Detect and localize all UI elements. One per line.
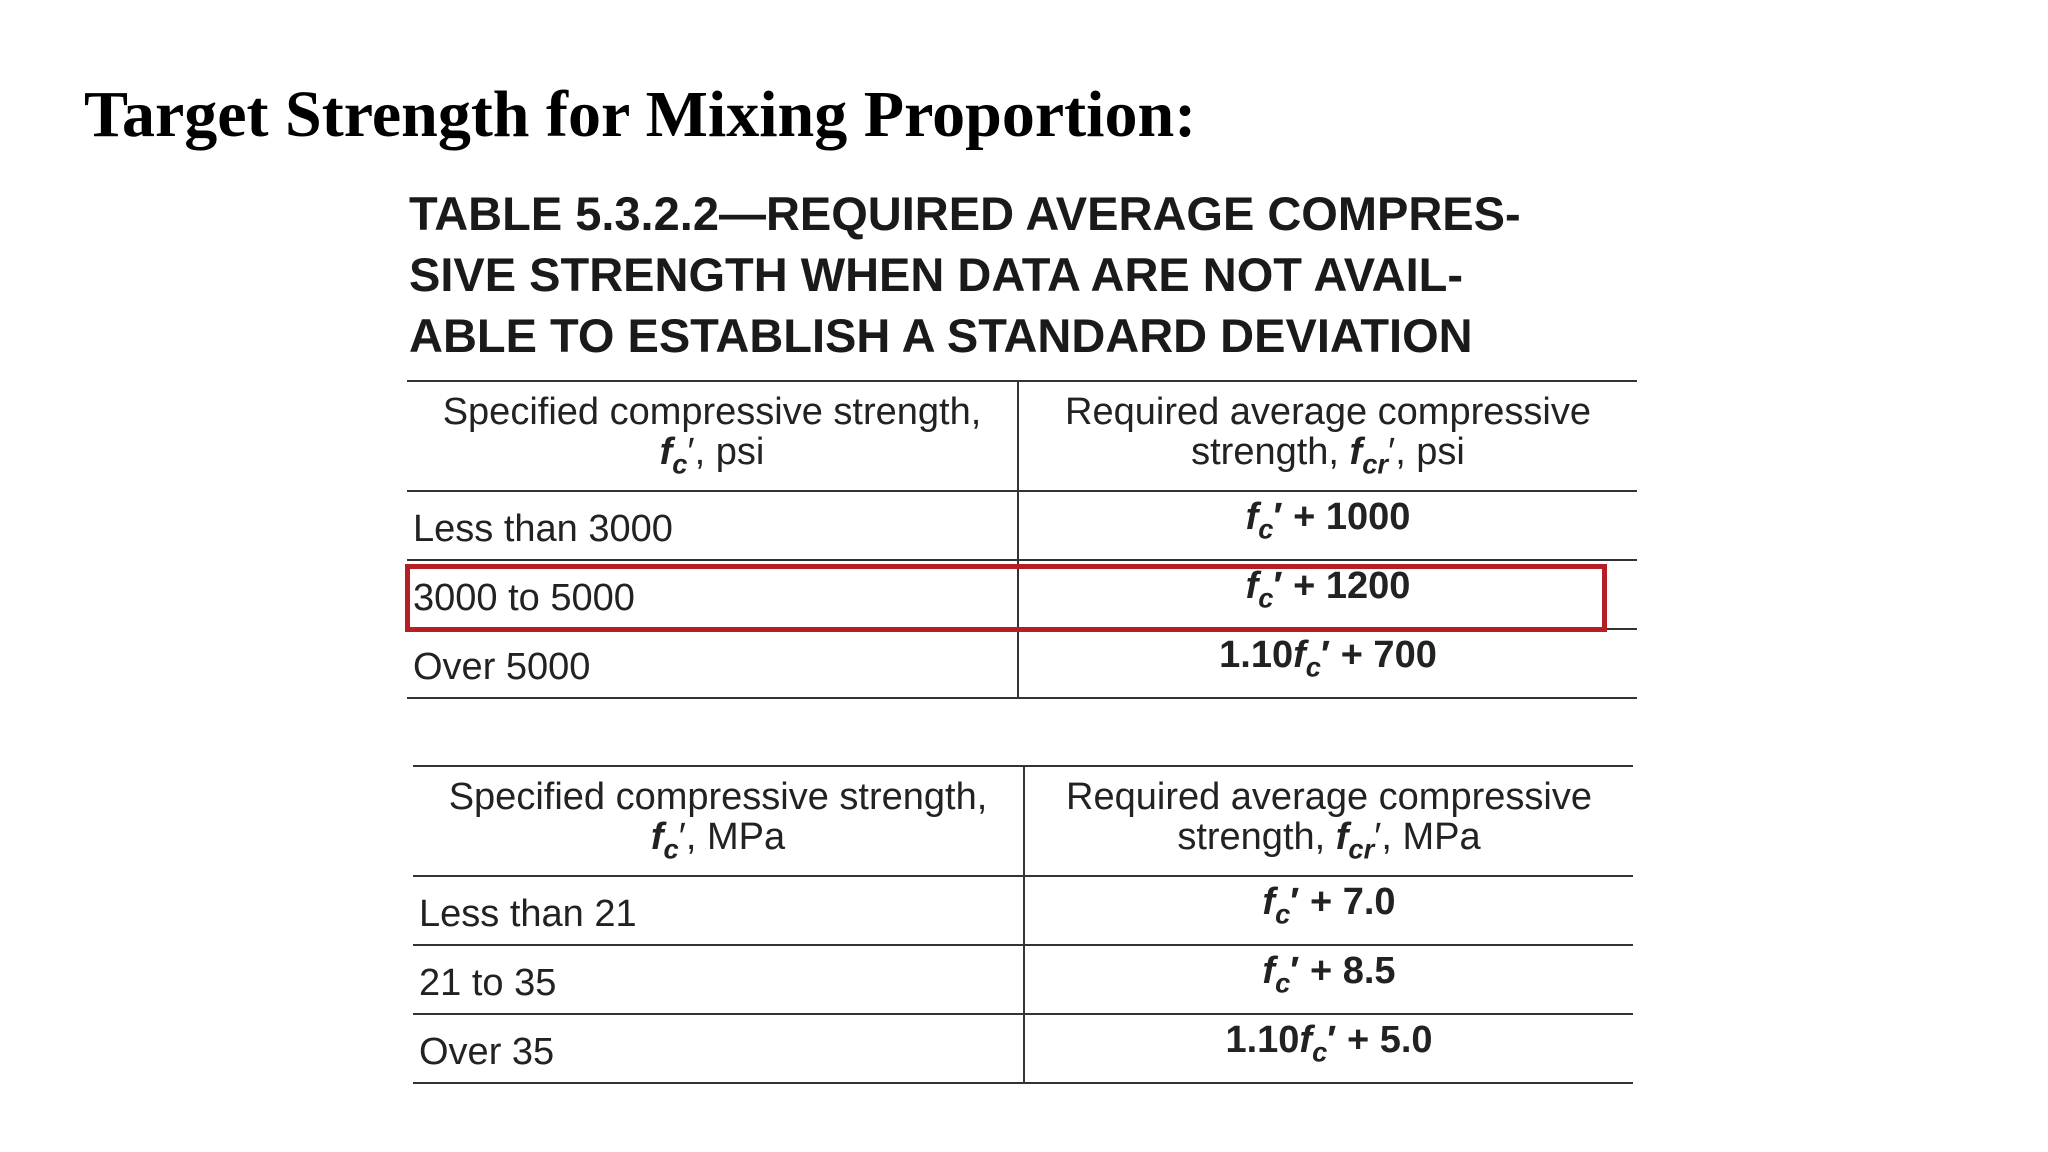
specified-strength-cell: Over 35 <box>413 1015 1025 1082</box>
caption-line-2: SIVE STRENGTH WHEN DATA ARE NOT AVAIL- <box>409 248 1463 301</box>
table-row: Less than 3000 fc′ + 1000 <box>407 492 1637 561</box>
table-header-row: Specified compressive strength, fc′, MPa… <box>413 767 1633 877</box>
table-row: 21 to 35 fc′ + 8.5 <box>413 946 1633 1015</box>
header-required-strength: Required average compressive strength, f… <box>1066 776 1592 865</box>
specified-strength-cell: Over 5000 <box>407 630 1019 697</box>
table-row: Over 35 1.10fc′ + 5.0 <box>413 1015 1633 1084</box>
table-header-row: Specified compressive strength, fc′, psi… <box>407 382 1637 492</box>
psi-table: Specified compressive strength, fc′, psi… <box>407 380 1637 699</box>
header-specified-strength: Specified compressive strength, fc′, MPa <box>413 767 1025 875</box>
table-row: Less than 21 fc′ + 7.0 <box>413 877 1633 946</box>
required-strength-cell: fc′ + 8.5 <box>1262 950 1396 999</box>
mpa-table: Specified compressive strength, fc′, MPa… <box>413 765 1633 1084</box>
header-specified-strength: Specified compressive strength, fc′, psi <box>407 382 1019 490</box>
specified-strength-cell: 3000 to 5000 <box>407 561 1019 628</box>
slide-title: Target Strength for Mixing Proportion: <box>84 78 1197 151</box>
specified-strength-cell: Less than 3000 <box>407 492 1019 559</box>
header-required-strength: Required average compressive strength, f… <box>1065 391 1591 480</box>
highlight-box <box>405 564 1607 632</box>
caption-line-3: ABLE TO ESTABLISH A STANDARD DEVIATION <box>409 309 1473 362</box>
required-strength-cell: 1.10fc′ + 700 <box>1219 634 1437 683</box>
table-row: Over 5000 1.10fc′ + 700 <box>407 630 1637 699</box>
table-top-rule <box>407 380 1637 382</box>
required-strength-cell: 1.10fc′ + 5.0 <box>1225 1019 1433 1068</box>
table-caption: TABLE 5.3.2.2—REQUIRED AVERAGE COMPRES- … <box>409 183 1649 366</box>
table-top-rule <box>413 765 1633 767</box>
specified-strength-cell: Less than 21 <box>413 877 1025 944</box>
required-strength-cell: fc′ + 1200 <box>1245 565 1411 614</box>
required-strength-cell: fc′ + 1000 <box>1245 496 1411 545</box>
specified-strength-cell: 21 to 35 <box>413 946 1025 1013</box>
required-strength-cell: fc′ + 7.0 <box>1262 881 1396 930</box>
caption-line-1: TABLE 5.3.2.2—REQUIRED AVERAGE COMPRES- <box>409 187 1521 240</box>
